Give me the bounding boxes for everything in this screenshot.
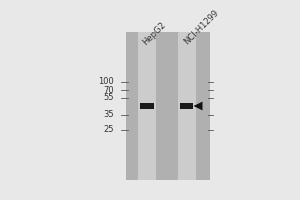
Polygon shape xyxy=(194,102,202,110)
Text: 25: 25 xyxy=(103,125,114,134)
Bar xyxy=(140,103,154,109)
Bar xyxy=(126,32,210,180)
Text: HepG2: HepG2 xyxy=(141,20,167,47)
Text: 100: 100 xyxy=(98,77,114,86)
Text: 35: 35 xyxy=(103,110,114,119)
Text: 70: 70 xyxy=(103,86,114,95)
Text: NCI-H1299: NCI-H1299 xyxy=(183,9,221,47)
Bar xyxy=(138,32,156,180)
Bar xyxy=(178,32,196,180)
Text: 55: 55 xyxy=(103,93,114,102)
Bar xyxy=(180,103,194,109)
